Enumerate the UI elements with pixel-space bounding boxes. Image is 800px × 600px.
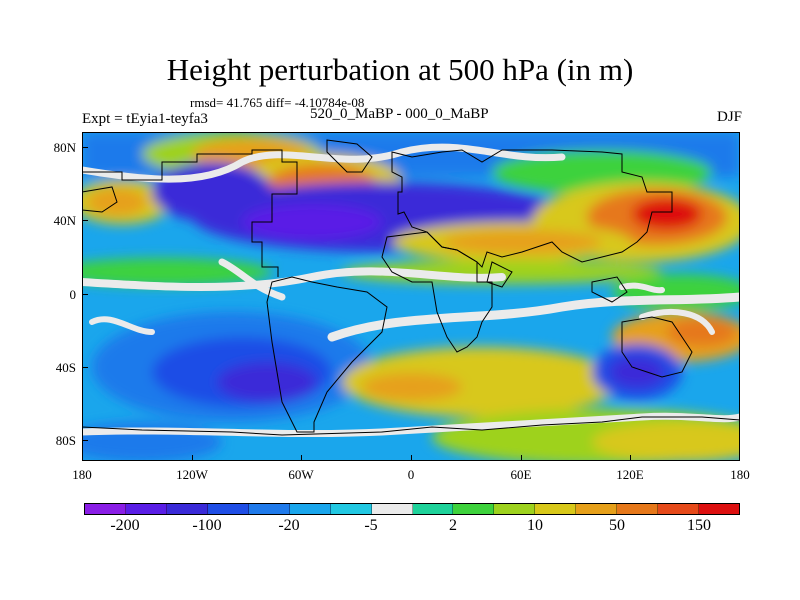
- lat-tick: [82, 440, 88, 441]
- lat-tick-label-80s: 80S: [55, 433, 76, 448]
- lat-tick: [82, 294, 88, 295]
- colorbar-label: 150: [687, 517, 711, 534]
- colorbar-label: -100: [192, 517, 222, 534]
- colorbar-label: 2: [449, 517, 457, 534]
- colorbar-swatch: [289, 504, 331, 514]
- colorbar-label: -20: [278, 517, 300, 534]
- lon-tick: [521, 455, 522, 461]
- lon-tick: [192, 455, 193, 461]
- lat-tick: [82, 220, 88, 221]
- lat-tick-label-0: 0: [69, 287, 77, 302]
- lon-tick: [301, 455, 302, 461]
- colorbar-swatch: [248, 504, 290, 514]
- lon-tick: [630, 455, 631, 461]
- colorbar-swatch: [85, 504, 126, 514]
- colorbar-swatch: [125, 504, 167, 514]
- lat-tick-label-40n: 40N: [53, 213, 76, 228]
- lon-tick-label-120w: 120W: [176, 467, 208, 482]
- colorbar-swatch: [166, 504, 208, 514]
- colorbar-label: -200: [110, 517, 140, 534]
- season-label: DJF: [716, 109, 742, 125]
- lon-tick-label-60e: 60E: [510, 467, 532, 482]
- colorbar-swatch: [535, 504, 577, 514]
- colorbar-swatch: [494, 504, 536, 514]
- colorbar-swatch: [617, 504, 659, 514]
- colorbar-swatch: [658, 504, 700, 514]
- lon-tick-label-180e: 180: [730, 467, 750, 482]
- colorbar-swatch: [207, 504, 249, 514]
- lon-tick-label-120e: 120E: [616, 467, 644, 482]
- lat-tick-label-40s: 40S: [55, 360, 76, 375]
- height-field-map: [82, 132, 740, 461]
- colorbar-swatch: [576, 504, 618, 514]
- plot-title: Height perturbation at 500 hPa (in m): [166, 52, 634, 87]
- experiment-label: Expt = tEyia1-teyfa3: [82, 111, 208, 127]
- colorbar-swatch: [412, 504, 454, 514]
- lat-tick: [82, 147, 88, 148]
- map-panel: [82, 132, 740, 461]
- colorbar-swatch: [453, 504, 495, 514]
- period-label: 520_0_MaBP - 000_0_MaBP: [310, 106, 489, 122]
- lon-tick-label-0: 0: [407, 467, 415, 482]
- colorbar-swatch: [371, 504, 413, 514]
- colorbar-swatch: [699, 504, 739, 514]
- lat-tick: [82, 367, 88, 368]
- colorbar-label: 10: [527, 517, 543, 534]
- lon-tick: [411, 455, 412, 461]
- colorbar-swatch: [330, 504, 372, 514]
- lat-tick-label-80n: 80N: [53, 140, 76, 155]
- colorbar: [84, 503, 740, 515]
- stats-line: rmsd= 41.765 diff= -4.10784e-08: [190, 95, 365, 110]
- colorbar-label: -5: [364, 517, 378, 534]
- lon-tick-label-60w: 60W: [288, 467, 314, 482]
- lon-tick-label-180w: 180: [72, 467, 92, 482]
- colorbar-label: 50: [609, 517, 625, 534]
